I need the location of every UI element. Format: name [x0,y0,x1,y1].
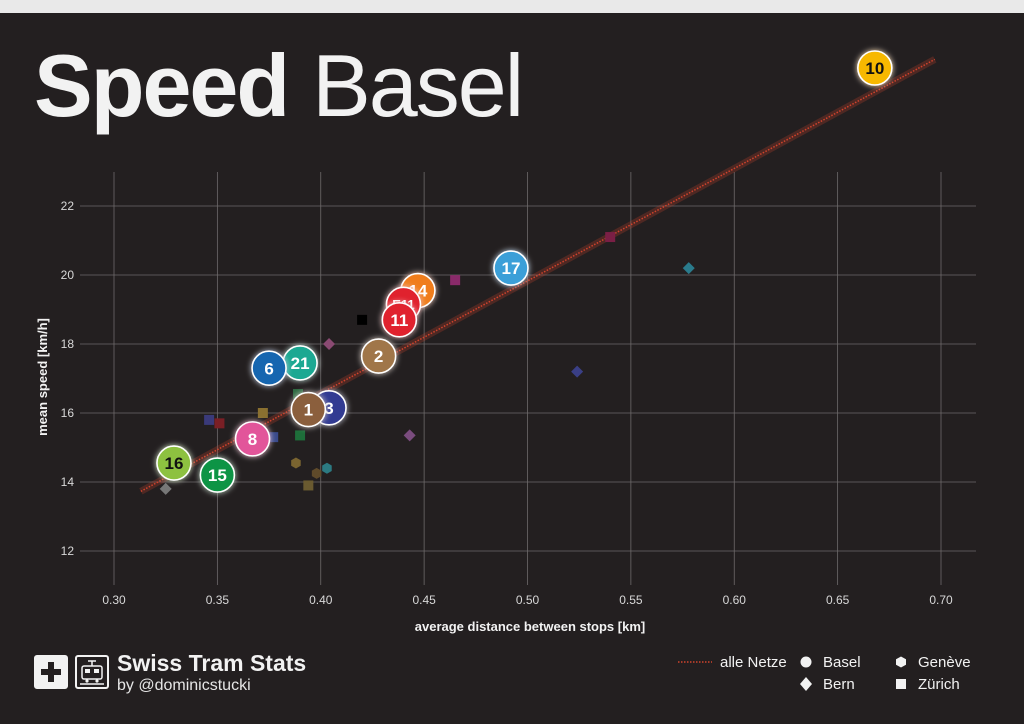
basel-point [290,391,327,428]
basel-point-label: 17 [501,259,520,278]
basel-point-label: 6 [264,359,273,378]
chart-grid [80,172,976,585]
x-tick-label: 0.55 [619,593,643,607]
basel-point [493,250,529,286]
basel-line-marker: 6 [251,350,287,386]
zurich-point [605,232,616,243]
y-tick-label: 12 [61,544,75,558]
basel-point [360,338,397,374]
legend-bern: Bern [823,676,855,693]
y-axis-label: mean speed [km/h] [35,318,50,436]
legend-trend: alle Netze [720,654,787,671]
basel-point [251,350,287,386]
y-tick-label: 18 [61,337,75,351]
basel-point [199,457,236,493]
bern-point [403,429,416,442]
y-tick-label: 16 [61,406,75,420]
x-tick-label: 0.35 [206,593,230,607]
basel-line-marker: 15 [199,457,236,493]
basel-line-marker: 16 [156,445,192,481]
other-networks-points [159,232,695,495]
zurich-point [295,430,306,441]
tram-icon [75,655,109,689]
basel-point [857,50,893,86]
legend-geneve: Genève [918,654,971,671]
x-axis-label: average distance between stops [km] [415,619,645,634]
bern-point [159,482,172,495]
swiss-cross-icon [34,655,68,689]
basel-line-marker: 8 [234,421,271,457]
basel-point-label: 16 [164,454,183,473]
x-tick-label: 0.40 [309,593,333,607]
basel-line-marker: 2 [360,338,397,374]
geneve-point [322,462,332,474]
basel-point-label: 1 [304,401,313,420]
basel-line-marker: 17 [493,250,529,286]
x-tick-label: 0.65 [826,593,850,607]
x-tick-label: 0.30 [102,593,126,607]
basel-point [381,302,418,338]
basel-point-label: 11 [390,311,408,330]
basel-points: 101714E111122163181615 [156,50,893,493]
y-tick-label: 22 [61,199,75,213]
geneve-point [311,467,322,479]
basel-point [156,445,192,481]
zurich-point [450,275,461,286]
zurich-point [214,418,225,429]
basel-line-marker: 21 [282,345,318,381]
brand-author: by @dominicstucki [117,677,251,694]
bern-point [571,365,584,378]
basel-point-label: 8 [248,430,257,449]
y-tick-label: 14 [61,475,75,489]
top-strip [0,0,1024,13]
legend-zurich: Zürich [918,676,960,693]
basel-point-label: 3 [324,399,333,418]
trendline [140,58,936,492]
zurich-point [204,414,215,425]
brand-name: Swiss Tram Stats [117,650,307,676]
title-bold: Speed [34,36,290,135]
geneve-point [291,457,301,469]
basel-line-marker: 10 [857,50,893,86]
basel-point [234,421,271,457]
basel-point-label: 15 [208,466,227,485]
page-title: Speed Basel [34,42,524,130]
zurich-point [303,480,314,491]
basel-line-marker: 1 [290,391,327,428]
legend-basel: Basel [823,654,861,671]
bern-point [323,338,336,350]
x-tick-label: 0.60 [723,593,747,607]
basel-point-label: 21 [291,354,310,373]
zurich-point [257,408,268,418]
title-light: Basel [312,36,524,135]
zurich-point [293,389,304,400]
basel-point-label: 2 [374,347,383,366]
basel-line-marker: 11 [381,302,418,338]
chart-ticks: 0.30 0.35 0.40 0.45 0.50 0.55 0.60 0.65 0.701214… [61,199,953,607]
brand: Swiss Tram Stats by @dominicstucki [117,652,306,694]
basel-point-label: 10 [865,59,884,78]
x-tick-label: 0.70 [929,593,953,607]
x-tick-label: 0.50 [516,593,540,607]
bern-point [682,262,695,275]
trendline-group [139,56,937,495]
zurich-point [357,314,368,325]
zurich-point [268,432,279,443]
x-tick-label: 0.45 [412,593,436,607]
y-tick-label: 20 [61,268,75,282]
